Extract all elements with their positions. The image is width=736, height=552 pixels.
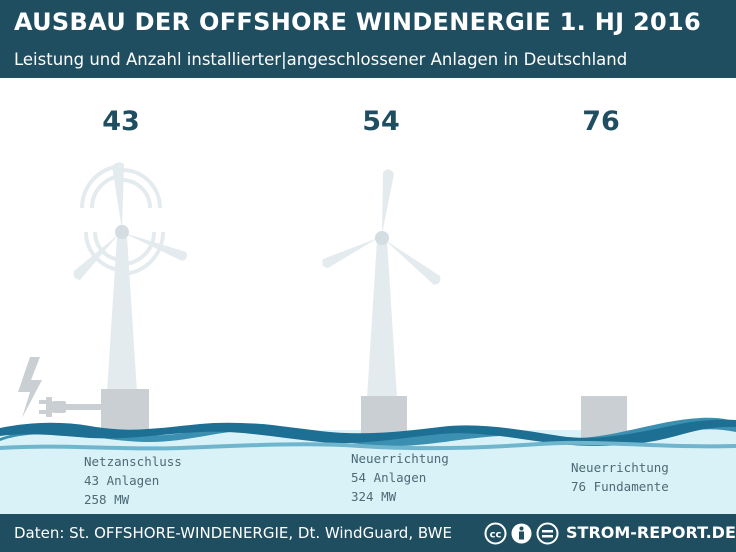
- header-banner: AUSBAU DER OFFSHORE WINDENERGIE 1. HJ 20…: [0, 0, 736, 78]
- signal-arcs-right: [79, 164, 165, 276]
- wave-highlight: [0, 440, 736, 451]
- svg-text:cc: cc: [490, 530, 502, 541]
- source-text: Daten: St. OFFSHORE-WINDENERGIE, Dt. Win…: [14, 524, 452, 542]
- turbine-2: [322, 169, 441, 398]
- blade-1c: [73, 234, 119, 280]
- hub-1: [115, 225, 129, 239]
- lightning-icon: [18, 357, 42, 418]
- turbine-1: [73, 162, 187, 392]
- signal-arcs: [83, 168, 162, 272]
- tower-1: [107, 236, 137, 392]
- brand-name: STROM-REPORT.DE: [566, 523, 736, 542]
- label-group-3: Neuerrichtung 76 Fundamente: [571, 458, 669, 496]
- count-netzanschluss: 43: [102, 106, 140, 137]
- label-group-1-line-3: 258 MW: [84, 492, 130, 507]
- footer-bar: Daten: St. OFFSHORE-WINDENERGIE, Dt. Win…: [0, 514, 736, 552]
- label-group-2-line-2: 54 Anlagen: [351, 470, 427, 485]
- label-group-2: Neuerrichtung 54 Anlagen 324 MW: [351, 449, 449, 506]
- blade-2c: [322, 238, 378, 268]
- tower-2: [367, 240, 397, 398]
- page-subtitle: Leistung und Anzahl installierter|angesc…: [14, 50, 628, 69]
- label-group-3-line-2: 76 Fundamente: [571, 479, 669, 494]
- page-title: AUSBAU DER OFFSHORE WINDENERGIE 1. HJ 20…: [14, 8, 702, 36]
- label-group-3-line-1: Neuerrichtung: [571, 460, 669, 475]
- foundation-1: [101, 389, 149, 429]
- cc-icon: cc: [484, 522, 507, 545]
- blade-2b: [385, 240, 441, 285]
- count-neuerrichtung-fundamente: 76: [582, 106, 620, 137]
- no-derivatives-icon: [536, 522, 559, 545]
- label-group-1-line-1: Netzanschluss: [84, 454, 182, 469]
- license-icons: cc: [484, 522, 559, 545]
- label-group-1: Netzanschluss 43 Anlagen 258 MW: [84, 452, 182, 509]
- foundation-3: [581, 396, 627, 438]
- label-group-1-line-2: 43 Anlagen: [84, 473, 160, 488]
- foundation-2: [361, 396, 407, 436]
- label-group-2-line-1: Neuerrichtung: [351, 451, 449, 466]
- attribution-icon: [511, 523, 532, 544]
- plug-icon: [39, 397, 102, 417]
- count-neuerrichtung-anlagen: 54: [362, 106, 400, 137]
- label-group-2-line-3: 324 MW: [351, 489, 397, 504]
- blade-1a: [112, 162, 124, 230]
- blade-2a: [382, 169, 394, 234]
- wave-front: [0, 419, 736, 446]
- blade-1b: [124, 233, 187, 261]
- hub-2: [375, 231, 389, 245]
- illustration: [0, 162, 736, 514]
